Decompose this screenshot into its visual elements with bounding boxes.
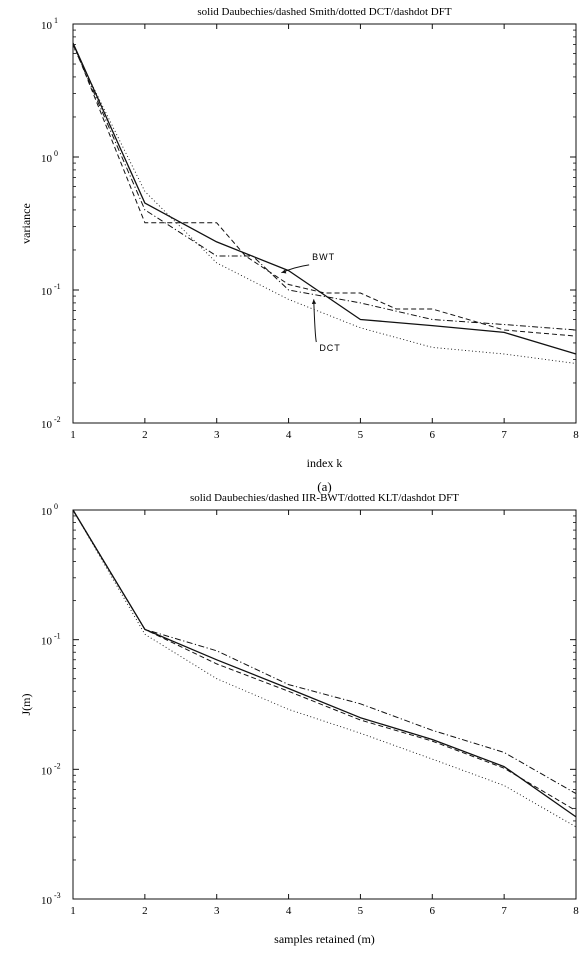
series-dft-line	[72, 44, 577, 331]
plot-frame	[72, 509, 577, 900]
annotation-arrow	[313, 299, 317, 343]
series-iir-bwt-line	[72, 509, 577, 812]
x-tick-label: 4	[286, 905, 292, 917]
y-tick-label: 10 0	[41, 149, 58, 165]
y-tick-base: 10	[41, 765, 53, 777]
x-tick-label: 6	[430, 905, 436, 917]
annotation-bwt: BWT	[281, 252, 335, 274]
x-tick-label: 1	[70, 905, 76, 917]
y-tick-exponent: -2	[54, 761, 61, 770]
y-tick-label: 10 -2	[41, 415, 61, 431]
y-axis-label: J(m)	[19, 694, 33, 716]
y-tick-label: 10 -2	[41, 761, 61, 777]
y-tick-label: 10 -3	[41, 891, 61, 907]
annotation-label: BWT	[312, 252, 335, 262]
x-axis-label: samples retained (m)	[274, 932, 375, 946]
x-tick-label: 5	[358, 429, 364, 441]
x-axis-label: index k	[307, 456, 343, 470]
y-tick-base: 10	[41, 895, 53, 907]
chart-b: solid Daubechies/dashed IIR-BWT/dotted K…	[19, 492, 579, 946]
x-tick-label: 6	[430, 429, 436, 441]
series-daubechies-line	[72, 42, 577, 355]
y-tick-base: 10	[41, 636, 53, 648]
y-tick-base: 10	[41, 506, 53, 518]
y-tick-exponent: -2	[54, 415, 61, 424]
x-tick-label: 7	[501, 429, 507, 441]
chart-a: solid Daubechies/dashed Smith/dotted DCT…	[19, 6, 579, 494]
y-tick-exponent: 0	[54, 149, 58, 158]
annotation-label: DCT	[319, 343, 341, 353]
y-tick-base: 10	[41, 286, 53, 298]
y-tick-exponent: -1	[54, 282, 61, 291]
series-daubechies-line	[72, 509, 577, 818]
annotation-arrowhead	[281, 269, 287, 274]
x-tick-label: 5	[358, 905, 364, 917]
chart-title: solid Daubechies/dashed Smith/dotted DCT…	[197, 6, 451, 18]
y-tick-exponent: -3	[54, 891, 61, 900]
x-tick-label: 2	[142, 905, 148, 917]
chart-caption: (a)	[317, 479, 331, 494]
x-tick-label: 4	[286, 429, 292, 441]
y-tick-exponent: 0	[54, 502, 58, 511]
x-tick-label: 1	[70, 429, 76, 441]
y-tick-label: 10 1	[41, 16, 58, 32]
x-tick-label: 8	[573, 429, 579, 441]
y-tick-label: 10 -1	[41, 282, 61, 298]
y-tick-exponent: -1	[54, 632, 61, 641]
series-dct-line	[72, 46, 577, 364]
y-tick-base: 10	[41, 20, 53, 32]
y-tick-label: 10 0	[41, 502, 58, 518]
plot-frame	[72, 23, 577, 424]
series-smith-line	[72, 42, 577, 337]
y-tick-base: 10	[41, 419, 53, 431]
x-tick-label: 3	[214, 429, 220, 441]
chart-title: solid Daubechies/dashed IIR-BWT/dotted K…	[190, 492, 459, 504]
x-tick-label: 2	[142, 429, 148, 441]
annotation-arrowhead	[311, 299, 317, 305]
series-dft-line	[72, 509, 577, 795]
series-klt-line	[72, 509, 577, 828]
y-tick-label: 10 -1	[41, 632, 61, 648]
annotation-dct: DCT	[311, 299, 341, 353]
y-tick-exponent: 1	[54, 16, 58, 25]
y-axis-label: variance	[19, 203, 33, 244]
x-tick-label: 8	[573, 905, 579, 917]
x-tick-label: 7	[501, 905, 507, 917]
x-tick-label: 3	[214, 905, 220, 917]
y-tick-base: 10	[41, 153, 53, 165]
